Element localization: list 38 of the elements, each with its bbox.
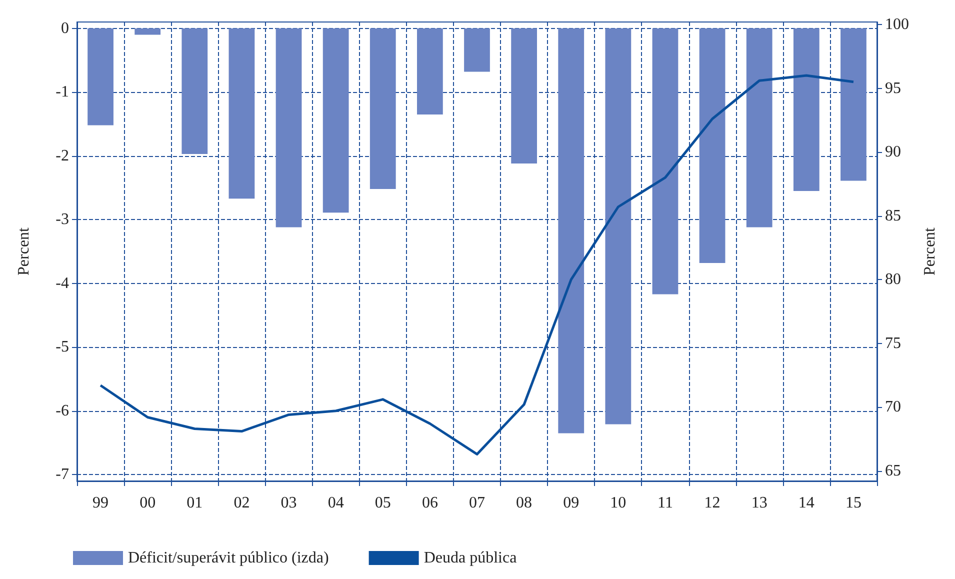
- y-tick-label: -3: [56, 211, 69, 228]
- x-tick-label: 15: [845, 494, 862, 512]
- x-tick-label: 99: [92, 494, 109, 512]
- x-tick-label: 01: [186, 494, 203, 512]
- y-tick-label: -7: [56, 466, 69, 484]
- y2-tick-label: 80: [885, 271, 901, 288]
- x-tick-label: 03: [280, 494, 297, 512]
- y2-tick-label: 95: [885, 80, 901, 97]
- x-tick-label: 00: [140, 494, 156, 512]
- y2-axis-title: Percent: [922, 226, 938, 276]
- y2-tick-label: 70: [885, 398, 901, 416]
- x-tick-label: 14: [798, 494, 814, 512]
- x-tick-label: 13: [751, 494, 768, 512]
- y-axis-title: Percent: [16, 226, 32, 276]
- y2-tick-label: 100: [885, 16, 909, 34]
- x-tick-label: 05: [374, 494, 391, 512]
- x-tick-label: 11: [658, 494, 673, 512]
- y-tick-label: -4: [56, 274, 69, 292]
- x-tick-label: 12: [704, 494, 720, 512]
- x-tick-label: 02: [234, 494, 250, 512]
- legend-label: Deuda pública: [424, 550, 517, 566]
- y2-tick-label: 85: [885, 207, 901, 224]
- y-tick-label: -5: [56, 338, 69, 356]
- x-tick-label: 08: [516, 494, 532, 512]
- x-tick-label: 09: [563, 494, 580, 512]
- y-tick-label: -6: [56, 402, 69, 420]
- legend-label: Déficit/superávit público (izda): [128, 550, 329, 566]
- x-tick-label: 06: [422, 494, 438, 512]
- y2-tick-label: 90: [885, 144, 901, 161]
- x-tick-label: 04: [328, 494, 344, 512]
- x-tick-label: 10: [610, 494, 626, 512]
- y2-tick-label: 75: [885, 334, 901, 352]
- line-series: [99, 74, 855, 456]
- x-tick-label: 07: [469, 494, 485, 512]
- y-tick-label: 0: [61, 20, 69, 37]
- y-tick-label: -2: [56, 147, 69, 164]
- y2-tick-label: 65: [885, 462, 901, 480]
- y-tick-label: -1: [56, 84, 69, 101]
